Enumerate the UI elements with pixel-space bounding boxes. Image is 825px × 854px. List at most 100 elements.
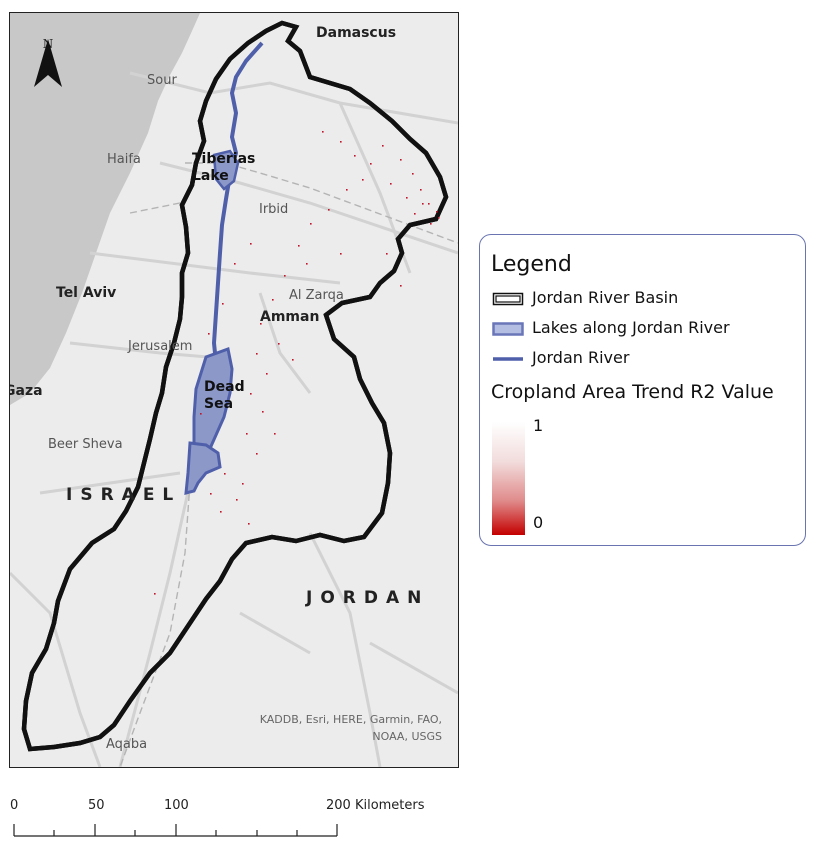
scale-label-200: 200 Kilometers <box>326 798 425 813</box>
cropland-point <box>400 159 402 161</box>
cropland-point <box>296 313 298 315</box>
legend-item-lakes-label: Lakes along Jordan River <box>532 318 730 337</box>
legend-ramp-title: Cropland Area Trend R2 Value <box>491 381 774 403</box>
cropland-point <box>328 209 330 211</box>
jordan-river-basin <box>21 20 449 752</box>
label-damascus: Damascus <box>316 25 397 41</box>
cropland-point <box>242 483 244 485</box>
cropland-point <box>266 373 268 375</box>
label-dead-sea: Dead Sea <box>204 379 245 412</box>
lake-fill-box-icon <box>492 321 524 336</box>
north-arrow: N <box>32 37 64 87</box>
cropland-point <box>222 303 224 305</box>
mediterranean-sea <box>10 13 200 405</box>
label-tel-aviv: Tel Aviv <box>56 285 117 301</box>
label-al-zarqa: Al Zarqa <box>289 288 344 303</box>
dead-sea-shape <box>192 346 234 462</box>
river-line-icon <box>493 356 523 361</box>
scale-label-50: 50 <box>88 798 105 813</box>
cropland-point <box>362 179 364 181</box>
cropland-point <box>220 511 222 513</box>
label-israel: ISRAEL <box>66 485 182 505</box>
cropland-point <box>386 253 388 255</box>
cropland-point <box>430 223 432 225</box>
cropland-point <box>284 275 286 277</box>
legend-panel: Legend Jordan River Basin Lakes along Jo… <box>479 234 806 546</box>
basemap-svg <box>10 13 458 767</box>
scale-bar-ticks <box>13 824 338 837</box>
cropland-point <box>400 285 402 287</box>
legend-item-lakes: Lakes along Jordan River <box>492 318 730 337</box>
cropland-point <box>250 393 252 395</box>
legend-ramp-high: 1 <box>533 416 544 435</box>
map-frame[interactable]: Damascus Sour Haifa Tiberias Lake Irbid … <box>9 12 459 768</box>
legend-item-basin: Jordan River Basin <box>492 288 678 307</box>
label-jordan: JORDAN <box>306 588 430 608</box>
cropland-point <box>234 263 236 265</box>
cropland-point <box>272 299 274 301</box>
cropland-point <box>292 359 294 361</box>
label-haifa: Haifa <box>107 152 141 167</box>
cropland-point <box>256 453 258 455</box>
country-borders <box>119 162 458 767</box>
dead-sea-south-shape <box>184 441 222 495</box>
cropland-point <box>236 499 238 501</box>
cropland-point <box>208 333 210 335</box>
cropland-point <box>256 353 258 355</box>
cropland-point <box>274 433 276 435</box>
legend-item-basin-label: Jordan River Basin <box>532 288 679 307</box>
label-amman: Amman <box>260 309 320 325</box>
cropland-point <box>406 197 408 199</box>
label-tiberias-lake: Tiberias Lake <box>192 151 256 184</box>
label-gaza: Gaza <box>10 383 43 399</box>
cropland-point <box>414 213 416 215</box>
label-aqaba: Aqaba <box>106 737 148 752</box>
cropland-point <box>246 433 248 435</box>
cropland-point <box>322 131 324 133</box>
cropland-point <box>278 343 280 345</box>
cropland-point <box>370 163 372 165</box>
legend-title: Legend <box>491 252 572 277</box>
map-attribution: KADDB, Esri, HERE, Garmin, FAO, NOAA, US… <box>260 711 442 745</box>
scale-bar: 0 50 100 200 Kilometers <box>10 798 443 843</box>
cropland-point <box>422 203 424 205</box>
double-outline-box-icon <box>492 292 524 305</box>
legend-color-ramp <box>492 422 525 535</box>
cropland-point <box>224 473 226 475</box>
label-sour: Sour <box>147 73 177 88</box>
scale-label-0: 0 <box>10 798 19 813</box>
cropland-point <box>412 173 414 175</box>
cropland-point <box>428 203 430 205</box>
cropland-point <box>200 413 202 415</box>
cropland-point <box>298 245 300 247</box>
cropland-point <box>340 141 342 143</box>
cropland-point <box>354 155 356 157</box>
cropland-point <box>346 189 348 191</box>
cropland-point <box>262 411 264 413</box>
tiberias-lake-shape <box>212 149 240 191</box>
cropland-point <box>210 493 212 495</box>
attribution-line-1: KADDB, Esri, HERE, Garmin, FAO, <box>259 713 442 726</box>
label-irbid: Irbid <box>259 202 289 217</box>
cropland-point <box>306 263 308 265</box>
cropland-point <box>310 223 312 225</box>
north-arrow-icon <box>34 39 62 87</box>
cropland-point <box>420 189 422 191</box>
cropland-point <box>154 593 156 595</box>
cropland-point <box>438 217 440 219</box>
scale-label-100: 100 <box>164 798 189 813</box>
cropland-point <box>248 523 250 525</box>
cropland-point <box>436 211 438 213</box>
cropland-point <box>260 323 262 325</box>
attribution-line-2: NOAA, USGS <box>372 730 442 743</box>
legend-ramp-low: 0 <box>533 513 544 532</box>
cropland-point <box>390 183 392 185</box>
legend-item-river-label: Jordan River <box>532 348 630 367</box>
label-jerusalem: Jerusalem <box>128 339 193 354</box>
cropland-trend-points <box>154 131 440 595</box>
cropland-point <box>250 243 252 245</box>
label-beer-sheva: Beer Sheva <box>48 437 123 452</box>
cropland-point <box>382 145 384 147</box>
legend-item-river: Jordan River <box>492 348 629 367</box>
cropland-point <box>340 253 342 255</box>
